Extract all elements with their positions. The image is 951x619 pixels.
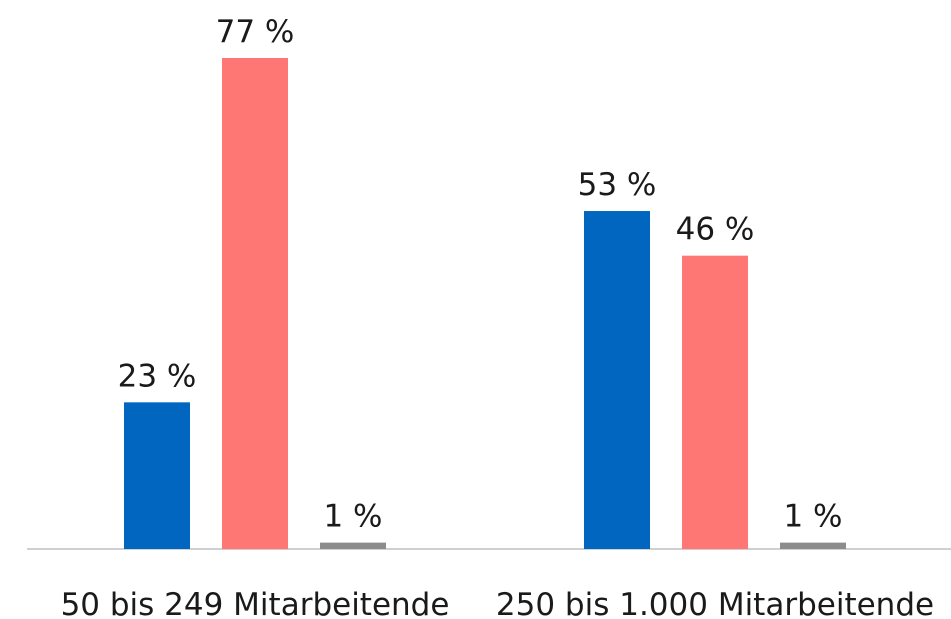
category-labels-group: 50 bis 249 Mitarbeitende 250 bis 1.000 Mi… (61, 587, 935, 619)
value-labels-group: 23 % 77 % 1 % 53 % 46 % 1 % (118, 14, 843, 535)
category-label-1: 50 bis 249 Mitarbeitende (61, 587, 450, 619)
bar-1-series-3 (320, 542, 386, 549)
value-label-2-series-3: 1 % (783, 499, 842, 535)
value-label-1-series-2: 77 % (216, 14, 295, 50)
bar-2-series-2 (682, 255, 748, 549)
value-label-2-series-1: 53 % (578, 167, 657, 203)
bar-2-series-3 (780, 542, 846, 549)
bars-group (124, 58, 846, 550)
value-label-2-series-2: 46 % (676, 212, 755, 248)
bar-1-series-2 (222, 58, 288, 549)
bar-2-series-1 (584, 211, 650, 550)
value-label-1-series-1: 23 % (118, 358, 197, 394)
category-label-2: 250 bis 1.000 Mitarbeitende (496, 587, 934, 619)
value-label-1-series-3: 1 % (323, 499, 382, 535)
bar-1-series-1 (124, 402, 190, 549)
